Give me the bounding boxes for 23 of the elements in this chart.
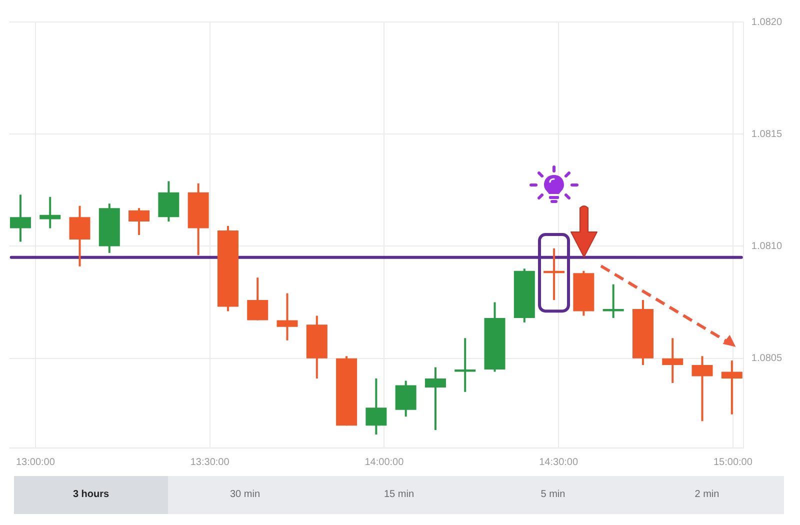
candlestick — [10, 194, 31, 243]
candlestick — [128, 207, 150, 236]
candlestick — [247, 276, 268, 322]
candlestick — [662, 337, 684, 384]
x-tick-label: 14:00:00 — [364, 456, 404, 468]
x-tick-label: 13:30:00 — [190, 456, 230, 468]
x-tick-label: 13:00:00 — [16, 456, 56, 468]
candlestick — [40, 196, 61, 230]
tab: 3 hours — [14, 476, 168, 514]
y-tick-label: 1.0810 — [751, 240, 782, 252]
candlestick — [69, 204, 90, 268]
x-tick-label: 14:30:00 — [539, 456, 578, 468]
candlestick — [276, 292, 298, 342]
toolbar: 3 hours 30 min 15 min 5 min 2 min — [14, 476, 784, 514]
candlestick — [692, 355, 713, 422]
candlestick — [721, 360, 742, 416]
y-tick-label: 1.0820 — [751, 16, 782, 28]
y-tick-label: 1.0815 — [751, 128, 782, 140]
candlestick — [366, 377, 387, 436]
y-tick-label: 1.0805 — [751, 353, 782, 364]
x-tick-label: 15:00:00 — [713, 456, 753, 468]
candlestick — [454, 337, 476, 393]
candlestick — [424, 366, 446, 432]
